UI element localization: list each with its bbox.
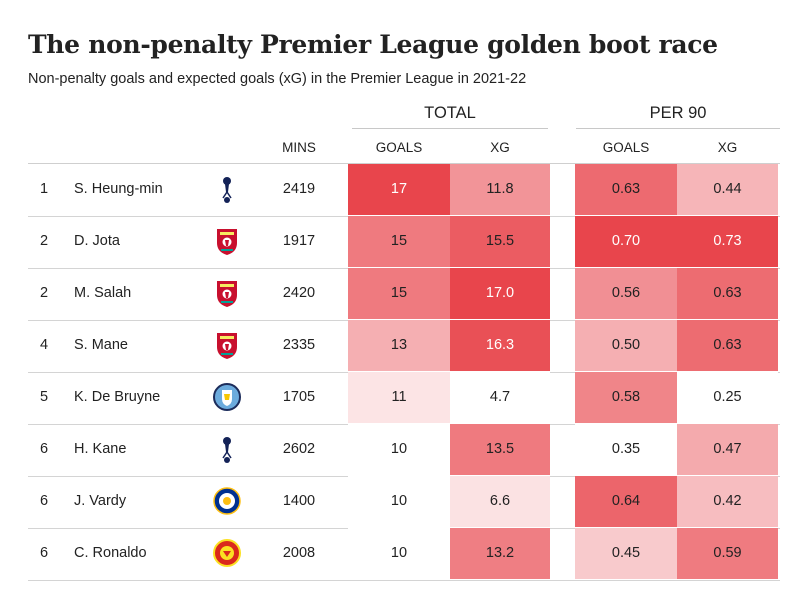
table-row: 2 M. Salah 2420 15 17.0 0.56 0.63 xyxy=(28,268,780,321)
per90-goals-cell: 0.70 xyxy=(575,216,677,267)
player-name: S. Mane xyxy=(74,337,128,353)
per90-goals-cell: 0.58 xyxy=(575,372,677,423)
total-xg-cell: 17.0 xyxy=(450,268,550,319)
table-row: 2 D. Jota 1917 15 15.5 0.70 0.73 xyxy=(28,216,780,269)
tottenham-crest-icon xyxy=(212,434,242,464)
total-xg-cell: 4.7 xyxy=(450,372,550,423)
per90-xg-cell: 0.59 xyxy=(677,528,778,579)
col-header-per90-xg: XG xyxy=(717,140,738,155)
total-xg-cell: 15.5 xyxy=(450,216,550,267)
total-goals-cell: 11 xyxy=(348,372,450,423)
mins-cell: 1400 xyxy=(282,493,316,509)
chart-subtitle: Non-penalty goals and expected goals (xG… xyxy=(28,71,527,87)
liverpool-crest-icon xyxy=(212,226,242,256)
player-name: H. Kane xyxy=(74,441,127,457)
total-goals-cell: 10 xyxy=(348,528,450,579)
player-name: K. De Bruyne xyxy=(74,389,161,405)
col-header-total-xg: XG xyxy=(490,140,510,155)
per90-xg-cell: 0.42 xyxy=(677,476,778,527)
leicester-crest-icon xyxy=(212,486,242,516)
rank-cell: 2 xyxy=(39,233,49,249)
player-name: D. Jota xyxy=(74,233,120,249)
table-row: 4 S. Mane 2335 13 16.3 0.50 0.63 xyxy=(28,320,780,373)
total-goals-cell: 10 xyxy=(348,476,450,527)
rank-cell: 2 xyxy=(39,285,49,301)
group-header-per90: PER 90 xyxy=(576,104,780,129)
table-row: 5 K. De Bruyne 1705 11 4.7 0.58 0.25 xyxy=(28,372,780,425)
rank-cell: 6 xyxy=(39,545,49,561)
mins-cell: 2335 xyxy=(282,337,316,353)
total-xg-cell: 13.2 xyxy=(450,528,550,579)
total-goals-cell: 15 xyxy=(348,268,450,319)
mins-cell: 2419 xyxy=(282,181,316,197)
player-name: J. Vardy xyxy=(74,493,127,509)
man-city-crest-icon xyxy=(212,382,242,412)
total-xg-cell: 6.6 xyxy=(450,476,550,527)
per90-goals-cell: 0.45 xyxy=(575,528,677,579)
rank-cell: 6 xyxy=(39,441,49,457)
per90-goals-cell: 0.35 xyxy=(575,424,677,475)
mins-cell: 2008 xyxy=(282,545,316,561)
player-name: C. Ronaldo xyxy=(74,545,147,561)
rank-cell: 5 xyxy=(39,389,49,405)
total-goals-cell: 13 xyxy=(348,320,450,371)
table-row: 6 H. Kane 2602 10 13.5 0.35 0.47 xyxy=(28,424,780,477)
mins-cell: 2602 xyxy=(282,441,316,457)
table-row: 6 C. Ronaldo 2008 10 13.2 0.45 0.59 xyxy=(28,528,780,581)
per90-xg-cell: 0.25 xyxy=(677,372,778,423)
mins-cell: 2420 xyxy=(282,285,316,301)
total-xg-cell: 13.5 xyxy=(450,424,550,475)
col-header-mins: MINS xyxy=(282,140,316,155)
mins-cell: 1705 xyxy=(282,389,316,405)
man-utd-crest-icon xyxy=(212,538,242,568)
total-goals-cell: 17 xyxy=(348,164,450,215)
col-header-total-goals: GOALS xyxy=(375,140,423,155)
total-goals-cell: 15 xyxy=(348,216,450,267)
per90-goals-cell: 0.63 xyxy=(575,164,677,215)
player-name: S. Heung-min xyxy=(74,181,163,197)
rank-cell: 1 xyxy=(39,181,49,197)
total-goals-cell: 10 xyxy=(348,424,450,475)
mins-cell: 1917 xyxy=(282,233,316,249)
per90-xg-cell: 0.47 xyxy=(677,424,778,475)
per90-xg-cell: 0.63 xyxy=(677,320,778,371)
group-header-total: TOTAL xyxy=(352,104,548,129)
per90-goals-cell: 0.50 xyxy=(575,320,677,371)
per90-xg-cell: 0.73 xyxy=(677,216,778,267)
tottenham-crest-icon xyxy=(212,174,242,204)
per90-xg-cell: 0.63 xyxy=(677,268,778,319)
col-header-per90-goals: GOALS xyxy=(602,140,650,155)
per90-goals-cell: 0.64 xyxy=(575,476,677,527)
total-xg-cell: 16.3 xyxy=(450,320,550,371)
rank-cell: 4 xyxy=(39,337,49,353)
header-rule xyxy=(28,163,780,164)
total-xg-cell: 11.8 xyxy=(450,164,550,215)
table-row: 6 J. Vardy 1400 10 6.6 0.64 0.42 xyxy=(28,476,780,529)
chart-title: The non-penalty Premier League golden bo… xyxy=(28,30,718,59)
liverpool-crest-icon xyxy=(212,330,242,360)
table-row: 1 S. Heung-min 2419 17 11.8 0.63 0.44 xyxy=(28,164,780,217)
liverpool-crest-icon xyxy=(212,278,242,308)
per90-xg-cell: 0.44 xyxy=(677,164,778,215)
rank-cell: 6 xyxy=(39,493,49,509)
player-name: M. Salah xyxy=(74,285,132,301)
per90-goals-cell: 0.56 xyxy=(575,268,677,319)
